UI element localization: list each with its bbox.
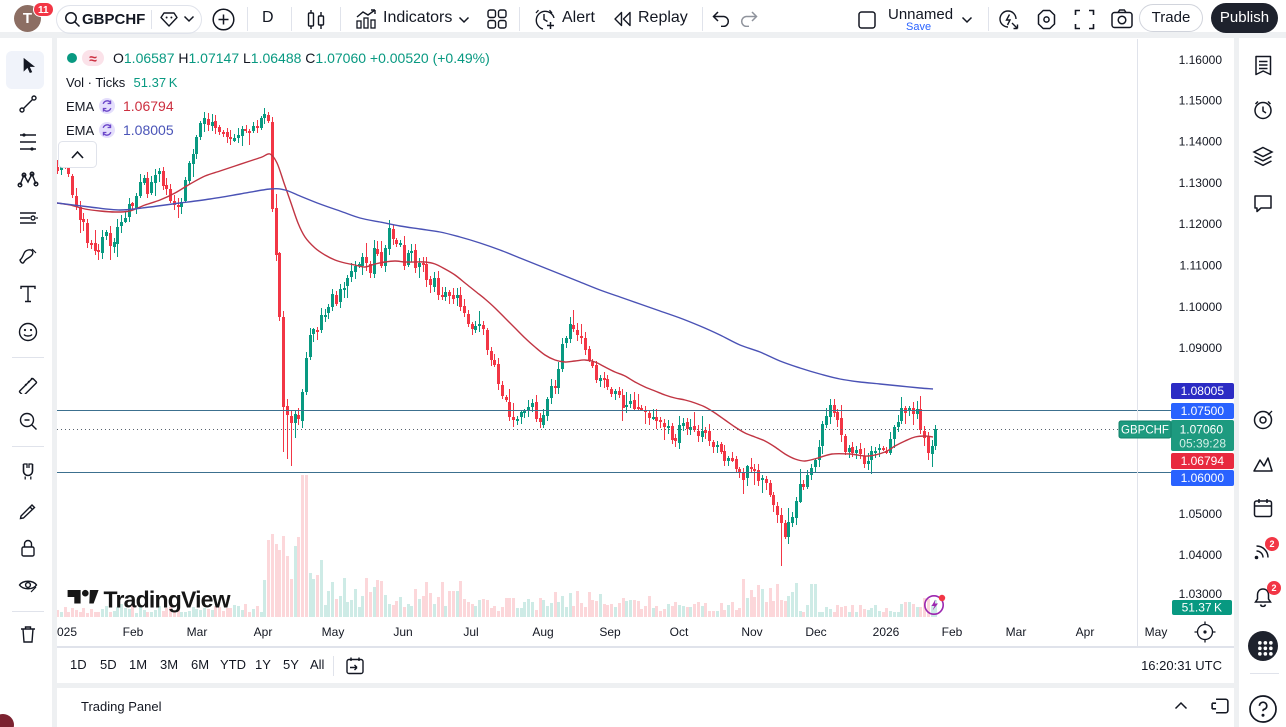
svg-text:Sep: Sep xyxy=(599,625,621,639)
svg-text:Jun: Jun xyxy=(393,625,412,639)
svg-text:1.06000: 1.06000 xyxy=(1181,471,1225,485)
svg-text:Apr: Apr xyxy=(1076,625,1095,639)
svg-text:May: May xyxy=(1145,625,1168,639)
svg-text:Aug: Aug xyxy=(532,625,553,639)
svg-text:Vol · Ticks 51.37 K: Vol · Ticks 51.37 K xyxy=(66,75,178,90)
svg-text:Feb: Feb xyxy=(123,625,144,639)
svg-text:1.05000: 1.05000 xyxy=(1179,507,1223,521)
svg-text:Feb: Feb xyxy=(942,625,963,639)
svg-text:TradingView: TradingView xyxy=(104,587,231,613)
svg-text:1.08005: 1.08005 xyxy=(123,122,174,138)
svg-text:1.07060: 1.07060 xyxy=(1180,422,1224,436)
svg-text:Nov: Nov xyxy=(741,625,762,639)
svg-text:1.03000: 1.03000 xyxy=(1179,587,1223,601)
svg-text:Apr: Apr xyxy=(254,625,273,639)
svg-text:1.15000: 1.15000 xyxy=(1179,94,1223,108)
svg-text:O1.06587 H1.07147 L1.06488 C1.: O1.06587 H1.07147 L1.06488 C1.07060 +0.0… xyxy=(113,50,490,66)
svg-text:1.10000: 1.10000 xyxy=(1179,300,1223,314)
svg-text:Mar: Mar xyxy=(187,625,208,639)
svg-text:1.06794: 1.06794 xyxy=(123,98,174,114)
svg-text:51.37 K: 51.37 K xyxy=(1182,601,1222,615)
svg-text:1.07500: 1.07500 xyxy=(1181,404,1225,418)
svg-text:1.08005: 1.08005 xyxy=(1181,384,1225,398)
svg-text:EMA: EMA xyxy=(66,99,95,114)
svg-text:05:39:28: 05:39:28 xyxy=(1179,436,1226,450)
svg-text:1.16000: 1.16000 xyxy=(1179,53,1223,67)
svg-text:May: May xyxy=(322,625,345,639)
svg-text:1.12000: 1.12000 xyxy=(1179,217,1223,231)
svg-text:025: 025 xyxy=(57,625,77,639)
svg-text:1.13000: 1.13000 xyxy=(1179,176,1223,190)
svg-text:≈: ≈ xyxy=(89,51,97,67)
svg-text:Jul: Jul xyxy=(463,625,478,639)
svg-text:GBPCHF: GBPCHF xyxy=(1121,425,1169,437)
svg-text:Dec: Dec xyxy=(805,625,826,639)
svg-text:Mar: Mar xyxy=(1006,625,1027,639)
svg-text:1.04000: 1.04000 xyxy=(1179,548,1223,562)
svg-text:1.09000: 1.09000 xyxy=(1179,341,1223,355)
svg-text:1.11000: 1.11000 xyxy=(1180,259,1223,273)
svg-text:Oct: Oct xyxy=(670,625,689,639)
svg-text:1.14000: 1.14000 xyxy=(1179,135,1223,149)
svg-text:EMA: EMA xyxy=(66,123,95,138)
svg-text:1.06794: 1.06794 xyxy=(1181,454,1225,468)
svg-text:2026: 2026 xyxy=(873,625,900,639)
